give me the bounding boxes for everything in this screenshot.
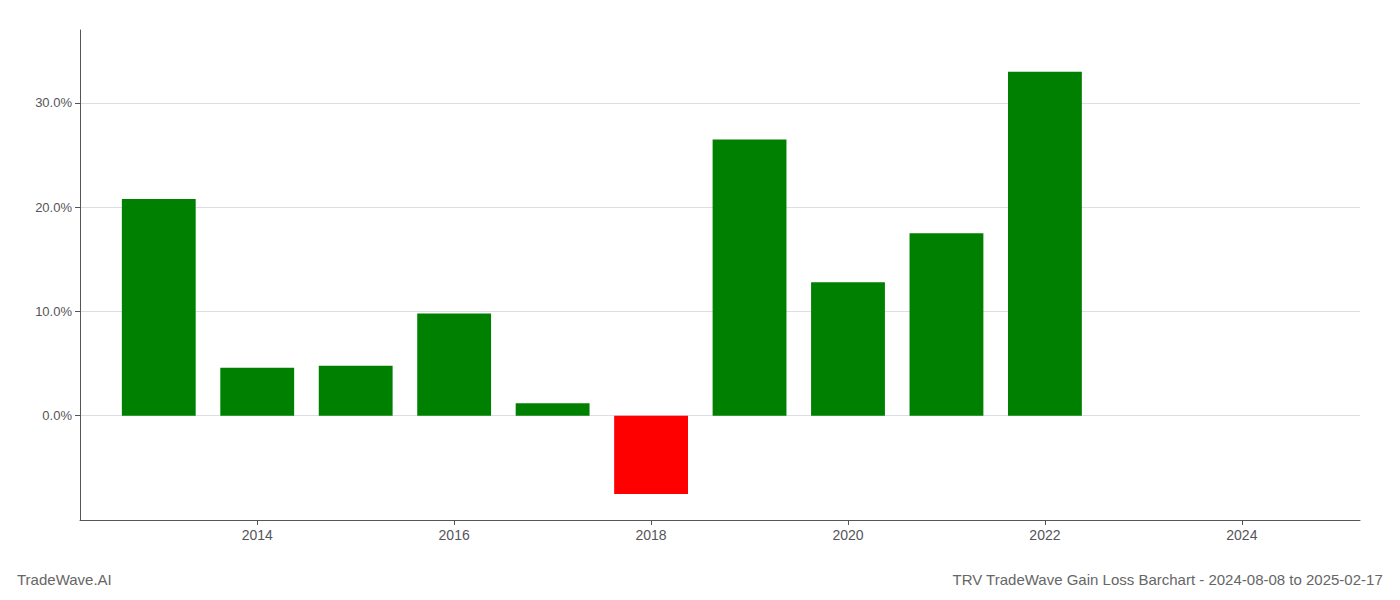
svg-text:2020: 2020 [832, 527, 863, 543]
svg-text:20.0%: 20.0% [35, 200, 72, 215]
svg-text:0.0%: 0.0% [42, 408, 72, 423]
svg-text:2014: 2014 [242, 527, 273, 543]
svg-text:2016: 2016 [439, 527, 470, 543]
svg-text:10.0%: 10.0% [35, 304, 72, 319]
svg-text:2018: 2018 [635, 527, 666, 543]
svg-text:TRV TradeWave Gain Loss Barcha: TRV TradeWave Gain Loss Barchart - 2024-… [952, 571, 1382, 588]
svg-text:TradeWave.AI: TradeWave.AI [17, 571, 112, 588]
svg-text:2024: 2024 [1226, 527, 1257, 543]
svg-text:30.0%: 30.0% [35, 95, 72, 110]
svg-text:2022: 2022 [1029, 527, 1060, 543]
